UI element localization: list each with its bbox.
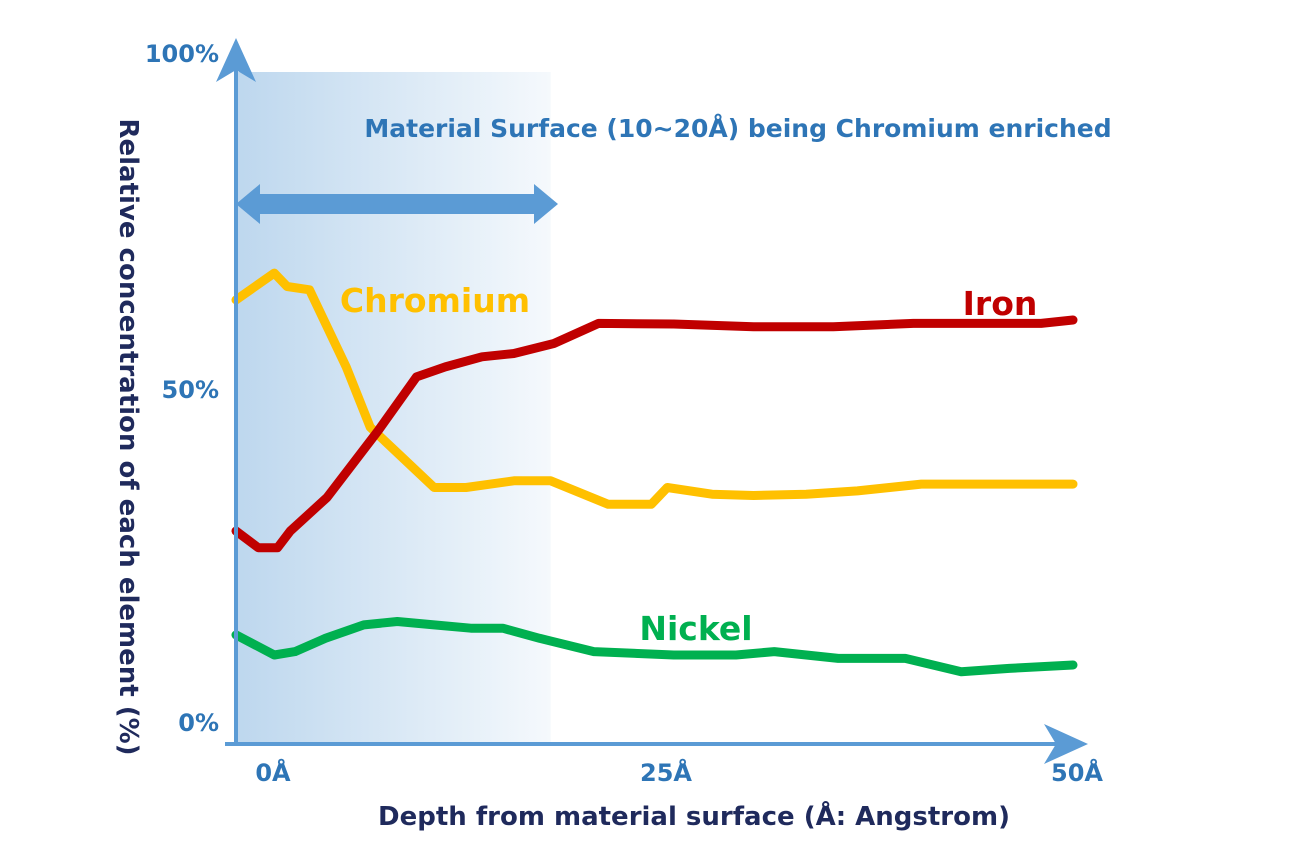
series-line-iron — [231, 315, 1078, 553]
series-line-chromium — [231, 268, 1078, 509]
tick-layer: 0% 50% 100% 0Å 25Å 50Å — [145, 40, 1104, 787]
x-tick-label: 0Å — [255, 758, 291, 787]
series-label-iron: Iron — [963, 284, 1038, 323]
y-tick-label: 50% — [162, 376, 219, 404]
series-label-nickel: Nickel — [639, 609, 752, 648]
double-arrow-icon — [236, 184, 558, 224]
x-axis-label: Depth from material surface (Å: Angstrom… — [378, 800, 1010, 832]
x-tick-label: 25Å — [640, 758, 692, 787]
series-label-layer: Chromium Iron Nickel — [340, 281, 1037, 648]
series-layer — [231, 268, 1078, 677]
annotation-text: Material Surface (10~20Å) being Chromium… — [364, 114, 1111, 143]
x-tick-label: 50Å — [1051, 758, 1103, 787]
y-tick-label: 0% — [178, 709, 219, 737]
series-line-nickel — [231, 617, 1078, 677]
y-axis-label: Relative concentration of each element (… — [113, 118, 143, 755]
series-label-chromium: Chromium — [340, 281, 530, 320]
y-tick-label: 100% — [145, 40, 219, 68]
